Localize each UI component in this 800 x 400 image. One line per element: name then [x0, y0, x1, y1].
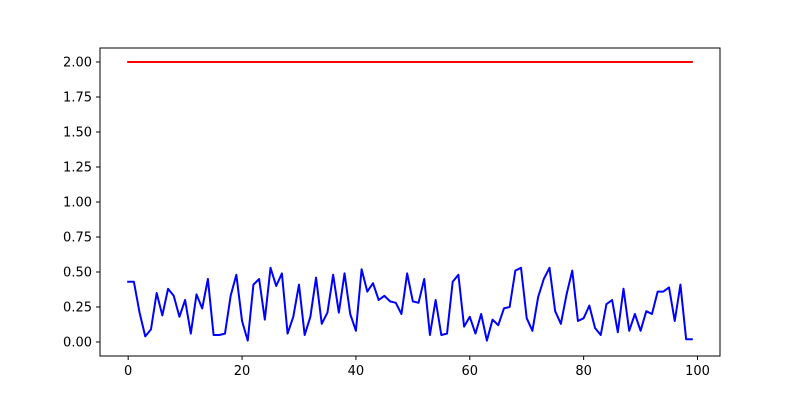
- y-axis: 0.00 0.25 0.50 0.75 1.00 1.25 1.50 1.75 2.00: [63, 56, 100, 351]
- y-tick-label: 0.75: [63, 231, 92, 246]
- x-tick-label: 20: [234, 364, 251, 379]
- y-tick-label: 0.50: [63, 266, 92, 281]
- y-tick-label: 0.00: [63, 336, 92, 351]
- x-tick-label: 100: [685, 364, 710, 379]
- y-tick-label: 1.50: [63, 126, 92, 141]
- x-tick-label: 0: [124, 364, 132, 379]
- y-tick-label: 1.25: [63, 161, 92, 176]
- y-tick-label: 1.00: [63, 196, 92, 211]
- x-tick-label: 40: [348, 364, 365, 379]
- series-layer: [127, 61, 693, 342]
- x-axis: 0 20 40 60 80 100: [124, 356, 710, 379]
- y-tick-label: 1.75: [63, 91, 92, 106]
- y-tick-label: 0.25: [63, 301, 92, 316]
- x-tick-label: 60: [462, 364, 479, 379]
- series-1-line: [127, 266, 693, 342]
- x-tick-label: 80: [575, 364, 592, 379]
- y-tick-label: 2.00: [63, 56, 92, 71]
